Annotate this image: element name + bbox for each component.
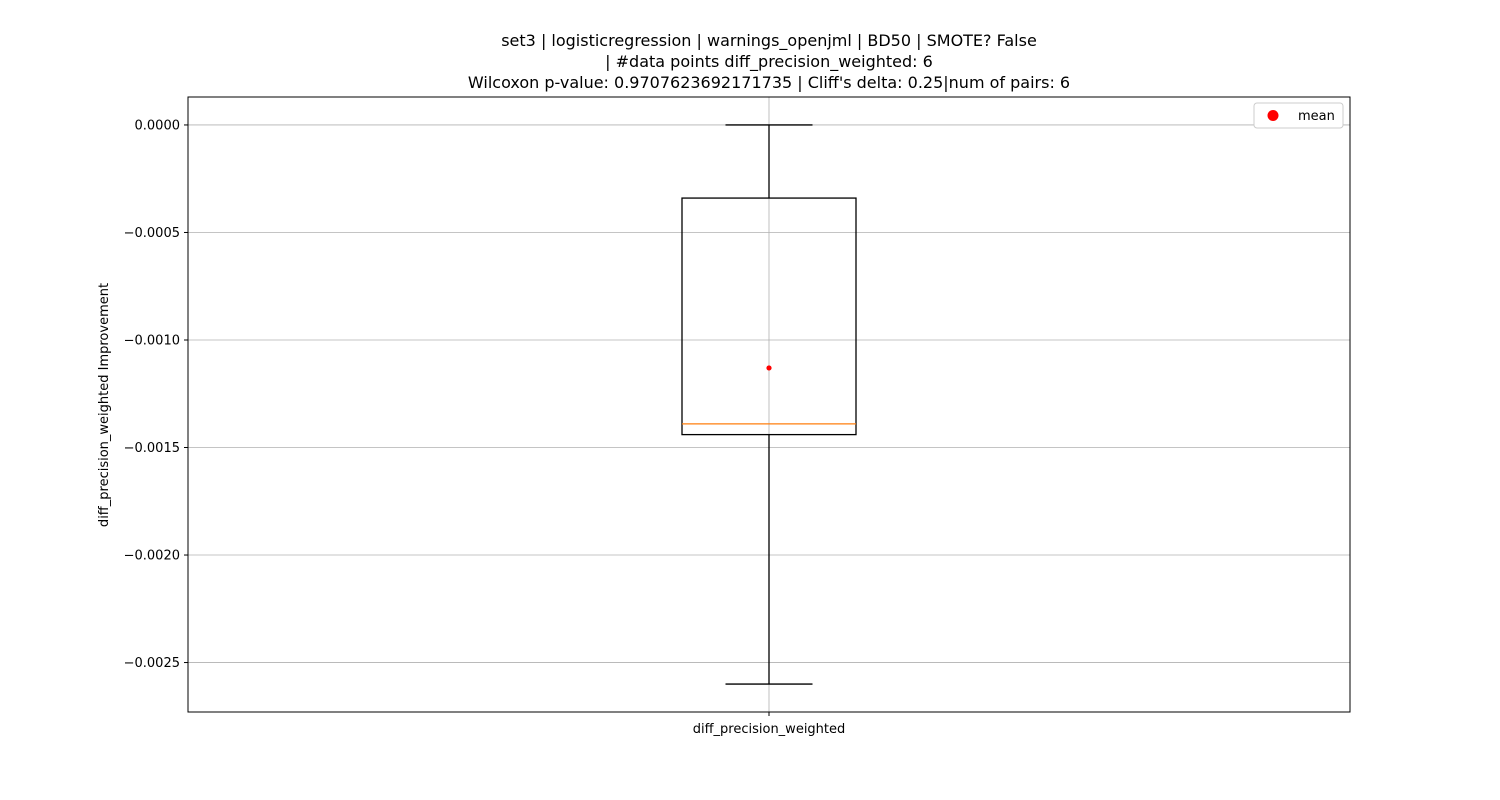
boxplot-series [681, 124, 857, 685]
y-tick-label: −0.0010 [124, 333, 180, 348]
x-tick-label: diff_precision_weighted [693, 722, 846, 737]
y-tick-label: −0.0005 [124, 226, 180, 241]
x-axis-ticks: diff_precision_weighted [693, 712, 846, 737]
title-line-2: | #data points diff_precision_weighted: … [605, 52, 933, 72]
y-tick-label: 0.0000 [135, 118, 181, 133]
y-tick-label: −0.0025 [124, 656, 180, 671]
y-axis-label: diff_precision_weighted Improvement [97, 283, 112, 527]
mean-point [766, 365, 772, 371]
legend: mean [1253, 102, 1344, 129]
chart-title: set3 | logisticregression | warnings_ope… [468, 31, 1070, 92]
y-tick-label: −0.0015 [124, 441, 180, 456]
legend-mean-marker [1267, 110, 1279, 121]
title-line-3: Wilcoxon p-value: 0.9707623692171735 | C… [468, 73, 1070, 92]
y-axis-ticks: 0.0000 −0.0005 −0.0010 −0.0015 −0.0020 −0.002… [124, 118, 188, 671]
y-tick-label: −0.0020 [124, 549, 180, 564]
legend-box [1253, 102, 1344, 129]
title-line-1: set3 | logisticregression | warnings_ope… [501, 31, 1037, 51]
box-iqr [681, 197, 857, 436]
legend-mean-label: mean [1298, 109, 1335, 124]
